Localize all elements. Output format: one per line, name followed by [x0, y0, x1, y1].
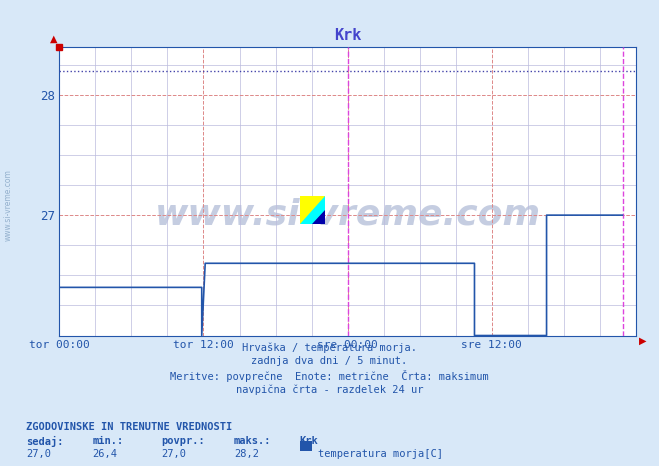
- Text: www.si-vreme.com: www.si-vreme.com: [155, 197, 540, 231]
- Text: Meritve: povprečne  Enote: metrične  Črta: maksimum: Meritve: povprečne Enote: metrične Črta:…: [170, 370, 489, 383]
- Text: temperatura morja[C]: temperatura morja[C]: [318, 449, 444, 459]
- Text: 27,0: 27,0: [161, 449, 186, 459]
- Text: min.:: min.:: [92, 436, 123, 445]
- Text: Krk: Krk: [300, 436, 318, 445]
- Text: sedaj:: sedaj:: [26, 436, 64, 447]
- Text: ▲: ▲: [50, 34, 57, 44]
- Text: povpr.:: povpr.:: [161, 436, 205, 445]
- Text: 27,0: 27,0: [26, 449, 51, 459]
- Text: 28,2: 28,2: [234, 449, 259, 459]
- Title: Krk: Krk: [334, 27, 361, 43]
- Text: ▶: ▶: [639, 336, 646, 346]
- Text: Hrvaška / temperatura morja.: Hrvaška / temperatura morja.: [242, 343, 417, 353]
- Text: zadnja dva dni / 5 minut.: zadnja dva dni / 5 minut.: [251, 356, 408, 366]
- Text: navpična črta - razdelek 24 ur: navpična črta - razdelek 24 ur: [236, 384, 423, 395]
- Text: maks.:: maks.:: [234, 436, 272, 445]
- Text: www.si-vreme.com: www.si-vreme.com: [3, 169, 13, 241]
- Polygon shape: [312, 210, 325, 224]
- Polygon shape: [300, 196, 325, 224]
- Text: ZGODOVINSKE IN TRENUTNE VREDNOSTI: ZGODOVINSKE IN TRENUTNE VREDNOSTI: [26, 422, 233, 432]
- Text: 26,4: 26,4: [92, 449, 117, 459]
